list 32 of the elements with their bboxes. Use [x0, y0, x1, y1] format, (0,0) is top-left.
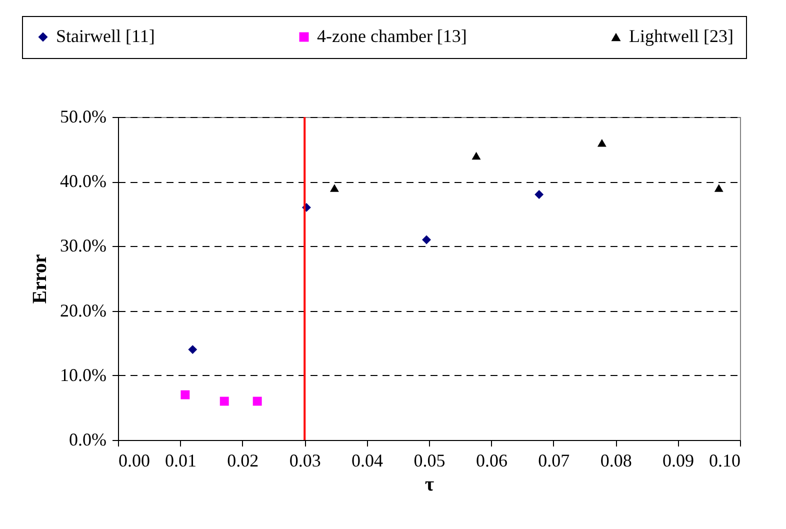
y-tick-label: 0.0% [69, 430, 106, 450]
y-tick-label: 30.0% [60, 236, 106, 256]
legend-label: Lightwell [23] [629, 26, 734, 46]
point [180, 390, 190, 400]
y-tick-label: 10.0% [60, 364, 106, 385]
x-tick-label: 0.10 [709, 450, 740, 470]
x-tick-label: 0.01 [164, 450, 196, 470]
point [534, 190, 544, 199]
point [597, 138, 606, 147]
point [422, 235, 431, 244]
x-tick-label: 0.05 [414, 450, 446, 470]
y-tick-label: 40.0% [60, 171, 106, 192]
legend-label: 4-zone chamber [13] [317, 26, 467, 46]
point [330, 184, 339, 192]
x-tick-label: 0.02 [227, 450, 259, 470]
point [252, 396, 262, 406]
legend-label: Stairwell [11] [56, 26, 155, 46]
y-axis-title: Error [29, 254, 52, 304]
x-tick-label: 0.00 [118, 450, 150, 470]
x-tick-label: 0.06 [476, 450, 508, 470]
x-tick-label: 0.07 [538, 450, 570, 470]
y-tick-label: 20.0% [60, 300, 106, 320]
x-tick-label: 0.08 [600, 450, 632, 470]
point [220, 396, 229, 406]
y-tick-label: 50.0% [60, 106, 106, 126]
x-tick-label: 0.04 [352, 450, 384, 470]
point [188, 345, 198, 354]
x-tick-label: 0.03 [289, 450, 321, 470]
point [472, 152, 481, 160]
x-axis-title: τ [424, 474, 434, 496]
point [714, 184, 724, 192]
x-tick-label: 0.09 [662, 450, 694, 470]
